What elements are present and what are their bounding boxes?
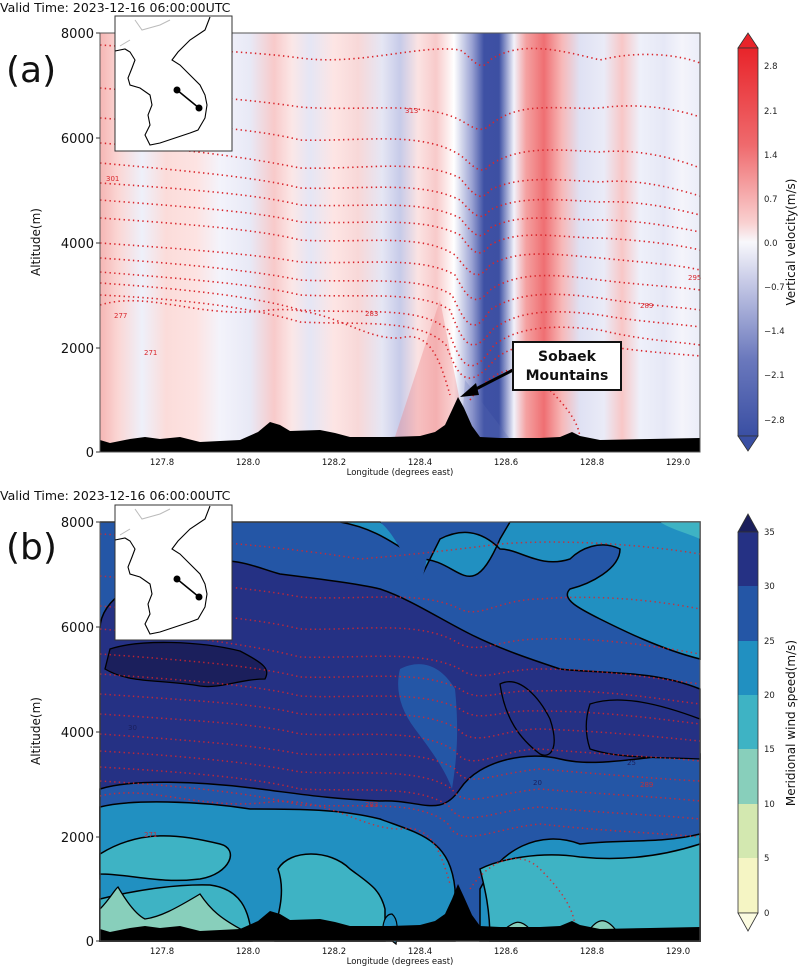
svg-text:8000: 8000 [61, 27, 94, 42]
svg-text:6000: 6000 [61, 132, 94, 147]
x-label-b: Longitude (degrees east) [347, 957, 454, 967]
colorbar-ticks-a: 2.8 2.1 1.4 0.7 0.0 −0.7 −1.4 −2.1 −2.8 [764, 62, 785, 426]
svg-text:129.0: 129.0 [666, 947, 690, 957]
x-axis-a: 127.8 128.0 128.2 128.4 128.6 128.8 129.0 [150, 458, 690, 468]
terrain-a [100, 397, 700, 452]
svg-text:313: 313 [405, 107, 418, 115]
theta-contours [99, 44, 701, 441]
svg-text:128.8: 128.8 [580, 458, 604, 468]
svg-text:0.7: 0.7 [764, 195, 778, 205]
svg-text:30: 30 [764, 582, 775, 592]
svg-text:301: 301 [106, 175, 119, 183]
svg-text:20: 20 [533, 779, 542, 787]
svg-text:128.2: 128.2 [322, 947, 346, 957]
svg-text:10: 10 [764, 800, 775, 810]
svg-text:−0.7: −0.7 [764, 283, 785, 293]
y-axis-a: 8000 6000 4000 2000 0 [61, 27, 94, 461]
svg-text:2.8: 2.8 [764, 62, 778, 72]
svg-text:35: 35 [145, 669, 154, 677]
svg-text:128.8: 128.8 [580, 947, 604, 957]
colorbar-a [737, 47, 759, 437]
svg-text:128.0: 128.0 [236, 947, 260, 957]
svg-text:2000: 2000 [61, 342, 94, 357]
sobaek-mountains-callout: Sobaek Mountains [512, 341, 622, 391]
svg-text:25: 25 [764, 637, 775, 647]
svg-text:5: 5 [764, 854, 769, 864]
svg-text:289: 289 [640, 781, 653, 789]
svg-text:35: 35 [764, 528, 775, 538]
svg-text:283: 283 [365, 801, 378, 809]
valid-time-a: Valid Time: 2023-12-16 06:00:00UTC [0, 0, 231, 15]
colorbar-ticks-b: 35 30 25 20 15 10 5 0 [764, 528, 775, 919]
panel-b-chart: 35 30 25 20 15 283 289 271 8000 6000 400… [29, 504, 798, 967]
svg-text:128.2: 128.2 [322, 458, 346, 468]
svg-text:271: 271 [144, 831, 157, 839]
svg-text:295: 295 [688, 274, 701, 282]
svg-text:2000: 2000 [61, 831, 94, 846]
colorbar-label-a: Vertical velocity(m/s) [784, 179, 798, 306]
x-label-a: Longitude (degrees east) [347, 468, 454, 478]
colorbar-b [737, 513, 759, 932]
svg-text:283: 283 [365, 310, 378, 318]
theta-contours-b [99, 533, 701, 930]
svg-text:−2.8: −2.8 [764, 416, 785, 426]
inset-map-b [114, 504, 233, 641]
panel-label-b: (b) [6, 527, 57, 568]
svg-text:4000: 4000 [61, 237, 94, 252]
y-label-b: Altitude(m) [29, 697, 43, 765]
svg-text:4000: 4000 [61, 726, 94, 741]
svg-text:128.4: 128.4 [408, 458, 432, 468]
y-axis-b: 8000 6000 4000 2000 0 [61, 516, 94, 950]
svg-text:129.0: 129.0 [666, 458, 690, 468]
svg-text:128.6: 128.6 [494, 458, 518, 468]
terrain-b [100, 884, 700, 941]
svg-text:1.4: 1.4 [764, 151, 778, 161]
svg-text:128.4: 128.4 [408, 947, 432, 957]
annotation-arrow [471, 368, 514, 393]
svg-text:127.8: 127.8 [150, 458, 174, 468]
svg-text:0: 0 [764, 909, 769, 919]
inset-map-a [114, 15, 233, 152]
colorbar-label-b: Meridional wind speed(m/s) [784, 640, 798, 806]
svg-text:0: 0 [86, 935, 94, 950]
panel-label-a: (a) [6, 50, 57, 91]
panel-a-chart: 301 313 277 271 283 289 295 8000 6000 40… [29, 15, 798, 478]
svg-text:128.0: 128.0 [236, 458, 260, 468]
svg-text:6000: 6000 [61, 621, 94, 636]
valid-time-b: Valid Time: 2023-12-16 06:00:00UTC [0, 488, 231, 503]
svg-text:2.1: 2.1 [764, 107, 778, 117]
svg-text:289: 289 [640, 302, 653, 310]
svg-text:271: 271 [144, 349, 157, 357]
svg-text:20: 20 [764, 691, 775, 701]
y-label-a: Altitude(m) [29, 208, 43, 276]
svg-text:30: 30 [128, 724, 137, 732]
svg-text:277: 277 [114, 312, 127, 320]
svg-text:−2.1: −2.1 [764, 371, 785, 381]
x-axis-b: 127.8 128.0 128.2 128.4 128.6 128.8 129.0 [150, 947, 690, 957]
contour-labels-a: 301 313 277 271 283 289 295 [106, 107, 701, 357]
svg-text:0.0: 0.0 [764, 239, 778, 249]
svg-text:15: 15 [764, 745, 775, 755]
svg-text:8000: 8000 [61, 516, 94, 531]
svg-text:127.8: 127.8 [150, 947, 174, 957]
svg-text:−1.4: −1.4 [764, 327, 785, 337]
svg-text:0: 0 [86, 446, 94, 461]
svg-text:128.6: 128.6 [494, 947, 518, 957]
svg-text:25: 25 [627, 759, 636, 767]
